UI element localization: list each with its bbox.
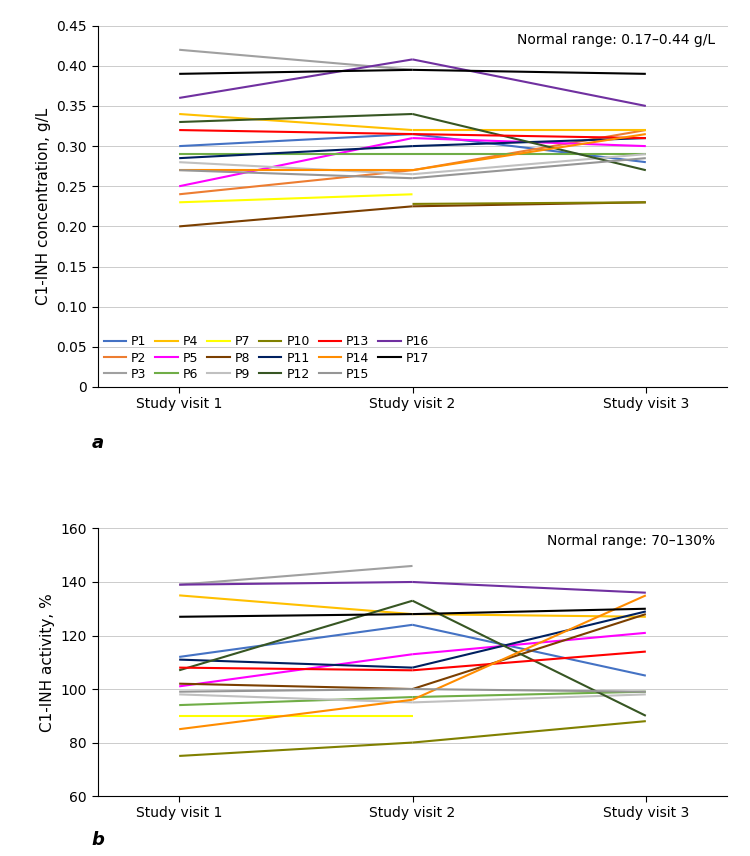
Text: Normal range: 70–130%: Normal range: 70–130% — [547, 534, 715, 548]
Text: a: a — [92, 434, 104, 452]
Y-axis label: C1-INH activity, %: C1-INH activity, % — [40, 593, 55, 732]
Text: Normal range: 0.17–0.44 g/L: Normal range: 0.17–0.44 g/L — [517, 33, 715, 47]
Legend: P1, P2, P3, P4, P5, P6, P7, P8, P9, P10, P11, P12, P13, P14, P15, P16, P17: P1, P2, P3, P4, P5, P6, P7, P8, P9, P10,… — [104, 336, 429, 381]
Text: b: b — [92, 831, 104, 849]
Y-axis label: C1-INH concentration, g/L: C1-INH concentration, g/L — [36, 108, 51, 305]
